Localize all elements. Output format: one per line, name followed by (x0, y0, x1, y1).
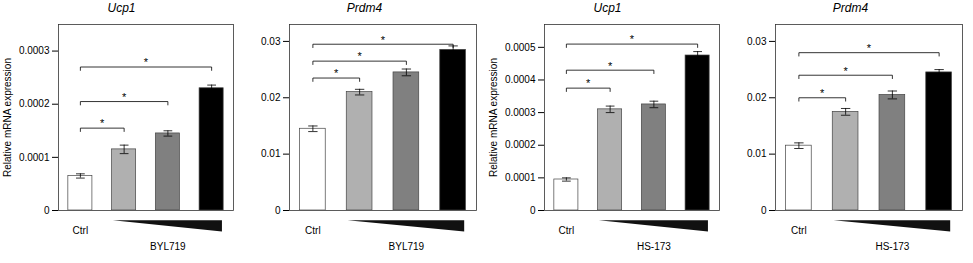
html-text:Ucp1: Ucp1 (593, 1, 622, 15)
svg-text:0: 0 (275, 205, 281, 216)
svg-text:*: * (144, 56, 149, 68)
svg-text:0.02: 0.02 (747, 92, 767, 103)
svg-text:0.0004: 0.0004 (505, 74, 536, 85)
svg-text:0.03: 0.03 (747, 36, 767, 47)
svg-text:*: * (122, 91, 127, 103)
html-text:Prdm4: Prdm4 (832, 1, 869, 15)
svg-text:*: * (100, 117, 105, 129)
svg-text:0.02: 0.02 (261, 92, 281, 103)
svg-text:0.0001: 0.0001 (19, 152, 50, 163)
svg-text:Ctrl: Ctrl (559, 225, 575, 236)
svg-text:0.0005: 0.0005 (505, 42, 536, 53)
svg-text:0.01: 0.01 (261, 148, 281, 159)
svg-text:Ctrl: Ctrl (73, 225, 89, 236)
svg-text:BYL719: BYL719 (389, 241, 425, 252)
svg-text:BYL719: BYL719 (150, 241, 186, 252)
svg-text:*: * (867, 42, 872, 54)
svg-text:*: * (608, 60, 613, 72)
svg-text:*: * (334, 67, 339, 79)
svg-text:*: * (843, 65, 848, 77)
svg-text:*: * (381, 34, 386, 46)
svg-text:Ctrl: Ctrl (791, 225, 807, 236)
svg-text:0: 0 (530, 205, 536, 216)
html-text:Ucp1: Ucp1 (107, 1, 136, 15)
svg-text:Relative mRNA expression: Relative mRNA expression (488, 58, 499, 177)
svg-text:Ctrl: Ctrl (305, 225, 321, 236)
svg-text:0.01: 0.01 (747, 148, 767, 159)
svg-text:*: * (630, 33, 635, 45)
svg-text:0.0003: 0.0003 (505, 107, 536, 118)
svg-text:0.0002: 0.0002 (19, 98, 50, 109)
svg-text:Relative mRNA expression: Relative mRNA expression (2, 58, 13, 177)
svg-text:*: * (586, 77, 591, 89)
svg-text:*: * (357, 50, 362, 62)
svg-text:0.0003: 0.0003 (19, 45, 50, 56)
svg-text:HS-173: HS-173 (637, 241, 671, 252)
svg-text:0.03: 0.03 (261, 36, 281, 47)
html-text:Prdm4: Prdm4 (346, 1, 383, 15)
svg-text:HS-173: HS-173 (875, 241, 909, 252)
svg-text:0: 0 (44, 205, 50, 216)
svg-text:0: 0 (761, 205, 767, 216)
svg-text:*: * (820, 87, 825, 99)
svg-text:0.0001: 0.0001 (505, 172, 536, 183)
svg-text:0.0002: 0.0002 (505, 139, 536, 150)
